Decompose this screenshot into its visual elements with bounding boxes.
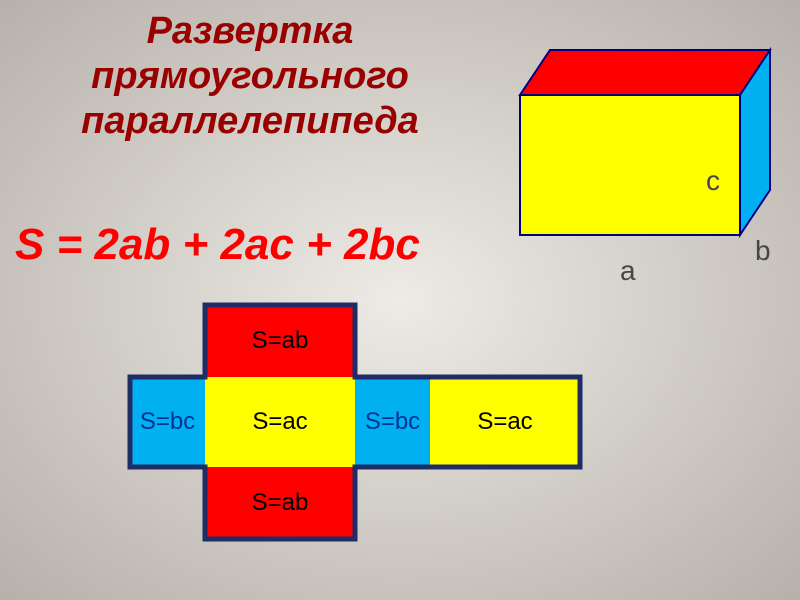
face-bc-left: S=bc: [130, 377, 205, 467]
face-ac-2: S=ac: [430, 377, 580, 467]
face-label: S=bc: [140, 408, 195, 436]
title-line-1: Развертка: [0, 10, 500, 53]
face-ac-1: S=ac: [205, 377, 355, 467]
face-ab-bottom: S=ab: [205, 467, 355, 539]
label-a: a: [620, 255, 636, 287]
label-c: c: [706, 165, 720, 197]
face-label: S=ac: [477, 408, 532, 436]
face-ab-top: S=ab: [205, 305, 355, 377]
face-label: S=ac: [252, 408, 307, 436]
parallelepiped-3d: c b a: [520, 50, 780, 255]
title-line-2: прямоугольного: [0, 55, 500, 98]
face-label: S=bc: [365, 408, 420, 436]
face-bc-right: S=bc: [355, 377, 430, 467]
face-label: S=ab: [252, 327, 309, 355]
surface-area-formula: S = 2ab + 2ac + 2bc: [15, 220, 420, 270]
face-label: S=ab: [252, 489, 309, 517]
label-b: b: [755, 235, 771, 267]
box-top-face: [520, 50, 770, 95]
slide-canvas: Развертка прямоугольного параллелепипеда…: [0, 0, 800, 600]
title-line-3: параллелепипеда: [0, 100, 500, 143]
